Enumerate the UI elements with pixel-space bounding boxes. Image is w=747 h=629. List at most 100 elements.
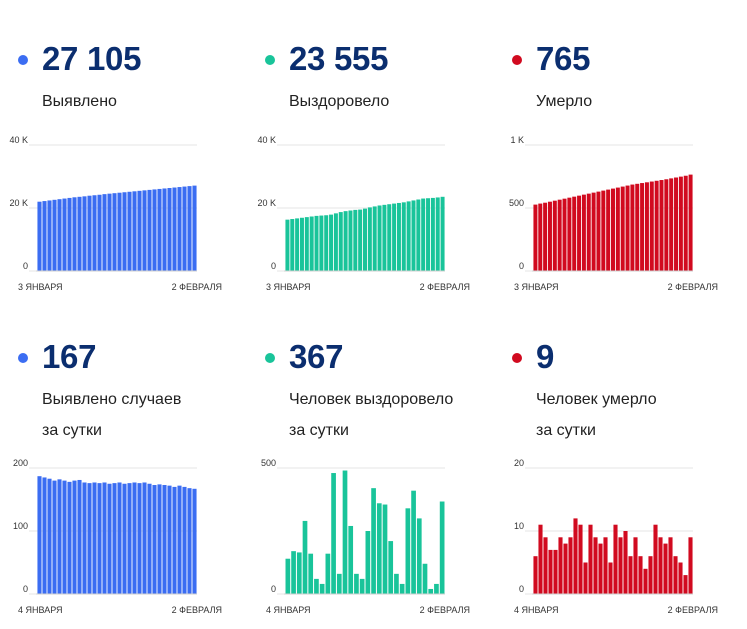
bar xyxy=(97,483,102,594)
y-tick-label: 0 xyxy=(271,261,276,271)
bar xyxy=(117,192,122,271)
bar xyxy=(147,483,152,594)
bar xyxy=(67,481,72,594)
bar xyxy=(177,485,182,594)
bar xyxy=(562,198,567,271)
bar xyxy=(669,178,674,271)
stat-label-line: Выявлено xyxy=(42,93,117,110)
stat-row: 765 xyxy=(510,40,747,80)
bar xyxy=(82,482,87,594)
chart-total-detected: 0 20 K 40 K 3 ЯНВАРЯ 2 ФЕВРАЛЯ xyxy=(9,135,222,292)
bar xyxy=(573,518,578,594)
bar xyxy=(625,185,630,271)
y-tick-label: 0 xyxy=(23,261,28,271)
bar xyxy=(603,537,608,594)
bar xyxy=(428,588,434,594)
stat-label: Умерло xyxy=(536,86,592,117)
stat-label-line: Умерло xyxy=(536,93,593,110)
bar xyxy=(615,187,620,271)
bar xyxy=(608,562,613,594)
bar xyxy=(557,199,562,271)
bar xyxy=(132,191,137,271)
bar xyxy=(333,213,338,271)
stat-value: 167 xyxy=(42,338,97,375)
bar xyxy=(42,477,47,594)
bar xyxy=(142,190,147,271)
y-tick-label: 500 xyxy=(509,198,524,208)
bar xyxy=(122,192,127,271)
bar xyxy=(157,484,162,594)
bar xyxy=(87,195,92,271)
bar xyxy=(122,483,127,594)
bar xyxy=(416,199,421,271)
bar xyxy=(167,188,172,271)
bar xyxy=(613,524,618,594)
stat-label: Человек умерло за сутки xyxy=(536,384,657,446)
bar xyxy=(538,524,543,594)
bar xyxy=(399,583,405,594)
bar xyxy=(167,485,172,594)
bar xyxy=(376,503,382,594)
chart-total-recovered: 0 20 K 40 K 3 ЯНВАРЯ 2 ФЕВРАЛЯ xyxy=(257,135,470,292)
chart-total-deaths: 0 500 1 K 3 ЯНВАРЯ 2 ФЕВРАЛЯ xyxy=(509,135,718,292)
bar xyxy=(387,204,392,271)
stat-value: 367 xyxy=(289,338,344,375)
bar xyxy=(72,197,77,271)
stat-row: 167 xyxy=(16,338,256,378)
stat-label: Выявлено xyxy=(42,86,117,117)
bar xyxy=(547,201,552,271)
bar xyxy=(382,504,388,594)
bar xyxy=(342,470,348,594)
stat-label-line: Выявлено случаев xyxy=(42,391,182,408)
bar xyxy=(295,218,300,271)
bar xyxy=(654,180,659,271)
bar xyxy=(674,177,679,271)
bar xyxy=(591,192,596,271)
bar xyxy=(668,537,673,594)
bar xyxy=(314,215,319,272)
bar xyxy=(552,200,557,271)
bar xyxy=(649,181,654,271)
y-tick-label: 0 xyxy=(271,584,276,594)
bar xyxy=(192,488,197,594)
bar xyxy=(581,194,586,271)
stat-value: 27 105 xyxy=(42,40,142,77)
y-tick-label: 20 K xyxy=(257,198,276,208)
bar xyxy=(435,197,440,271)
x-tick-label: 2 ФЕВРАЛЯ xyxy=(668,605,718,615)
bar xyxy=(107,483,112,594)
stat-value: 9 xyxy=(536,338,555,375)
x-tick-label: 3 ЯНВАРЯ xyxy=(18,282,63,292)
bar xyxy=(162,485,167,594)
bar xyxy=(67,197,72,271)
bar xyxy=(421,198,426,271)
x-tick-label: 2 ФЕВРАЛЯ xyxy=(172,282,222,292)
green-dot-icon xyxy=(265,55,275,65)
y-tick-label: 200 xyxy=(13,458,28,468)
bar xyxy=(82,196,87,271)
bar xyxy=(112,483,117,594)
bar xyxy=(553,549,558,594)
x-tick-label: 4 ЯНВАРЯ xyxy=(18,605,63,615)
bar xyxy=(416,518,422,594)
red-dot-icon xyxy=(512,55,522,65)
bar xyxy=(388,541,394,594)
bar xyxy=(192,185,197,271)
chart-daily-deaths: 0 10 20 4 ЯНВАРЯ 2 ФЕВРАЛЯ xyxy=(514,458,718,615)
bar xyxy=(638,556,643,594)
bar xyxy=(290,219,295,271)
bar xyxy=(102,194,107,271)
bar xyxy=(568,537,573,594)
stat-label-line: Человек умерло xyxy=(536,391,657,408)
bar xyxy=(678,176,683,271)
blue-dot-icon xyxy=(18,353,28,363)
bar xyxy=(308,553,314,594)
bar xyxy=(558,537,563,594)
bar xyxy=(688,537,693,594)
bar xyxy=(72,480,77,594)
bar xyxy=(406,201,411,271)
y-tick-label: 20 xyxy=(514,458,524,468)
bar xyxy=(583,562,588,594)
y-tick-label: 100 xyxy=(13,521,28,531)
stat-value: 23 555 xyxy=(289,40,389,77)
